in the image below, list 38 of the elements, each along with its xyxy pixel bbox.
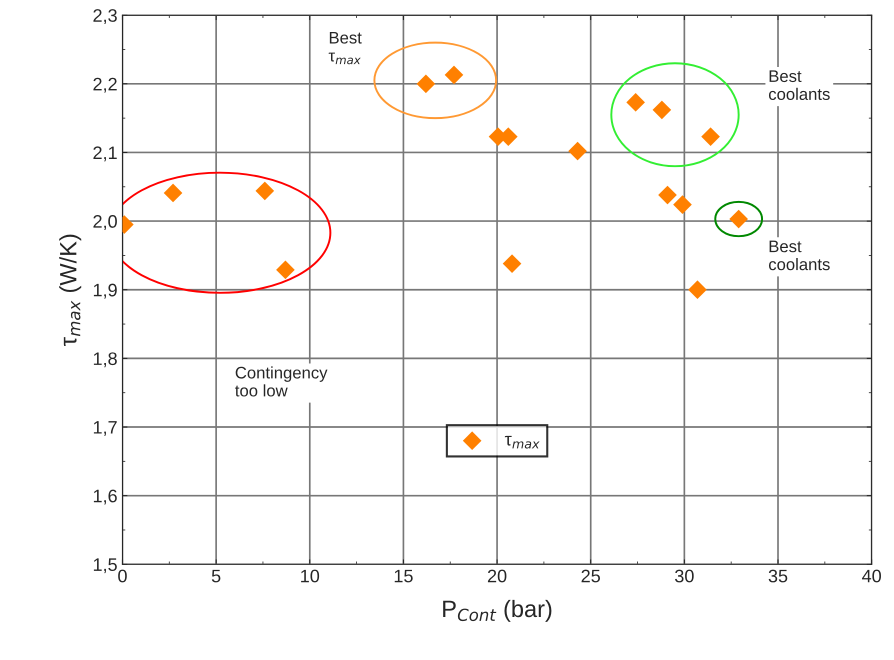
y-axis-title: τ$_{max}$ (W/K) (59, 234, 82, 346)
x-tick-label: 10 (301, 570, 320, 582)
point (658, 186, 677, 204)
x-tick-label: 0 (118, 570, 127, 582)
point (164, 184, 182, 202)
point (256, 182, 274, 200)
annotation: Best coolants (768, 70, 830, 100)
x-axis-title: P$_{Cont}$ (bar) (443, 600, 552, 622)
y-tick-label: 1,6 (94, 490, 117, 505)
x-tick-label: 30 (675, 570, 694, 582)
y-tick-label: 1,8 (94, 352, 117, 368)
x-tick-label: 15 (394, 570, 413, 582)
point (673, 195, 692, 214)
legend-label: τ$_{max}$ (504, 436, 540, 449)
y-tick-label: 1,7 (94, 421, 117, 436)
point (568, 142, 587, 160)
point (688, 280, 707, 300)
x-tick-label: 5 (212, 570, 220, 582)
annotation: Best τ$_{max}$ (328, 32, 362, 64)
x-tick-label: 40 (862, 570, 881, 582)
point (652, 100, 672, 120)
y-tick-label: 2,1 (93, 146, 117, 162)
point (416, 74, 436, 94)
point (276, 260, 295, 280)
point (502, 254, 522, 273)
annotation: Contingency too low (235, 366, 328, 397)
y-tick-label: 2,2 (93, 78, 117, 93)
point (444, 66, 464, 84)
x-tick-label: 25 (582, 570, 600, 582)
point (626, 93, 645, 112)
x-tick-label: 20 (488, 570, 506, 582)
y-tick-label: 2,0 (93, 215, 117, 230)
y-tick-label: 2,3 (93, 9, 117, 24)
x-tick-label: 35 (768, 570, 788, 582)
y-tick-label: 1,5 (94, 558, 117, 574)
annotation: Best coolants (768, 240, 830, 270)
point (701, 127, 720, 146)
y-tick-label: 1,9 (94, 284, 117, 299)
